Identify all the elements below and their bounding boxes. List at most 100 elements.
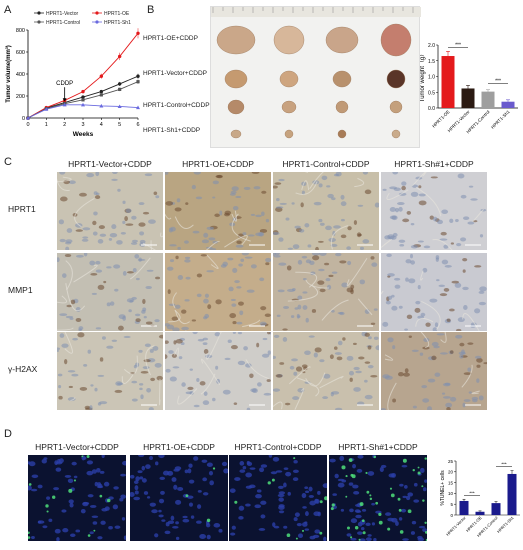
- dapi-nucleus: [113, 486, 119, 490]
- nucleus: [140, 394, 144, 400]
- dapi-nucleus: [379, 466, 384, 473]
- nucleus: [174, 304, 181, 309]
- nucleus: [353, 220, 358, 225]
- dapi-nucleus: [197, 489, 202, 493]
- dapi-nucleus: [37, 520, 45, 524]
- dapi-nucleus: [395, 520, 399, 526]
- nucleus: [171, 353, 177, 358]
- nucleus: [199, 381, 206, 386]
- dapi-nucleus: [387, 517, 394, 522]
- nucleus: [109, 232, 118, 238]
- nucleus: [386, 253, 392, 258]
- tunel-positive-cell: [421, 485, 424, 488]
- dapi-nucleus: [31, 474, 39, 479]
- dapi-nucleus: [197, 504, 202, 509]
- tumor-row-label: HPRT1-Control+CDDP: [143, 102, 210, 109]
- nucleus: [116, 240, 123, 245]
- dapi-nucleus: [407, 492, 414, 497]
- tunel-positive-cell: [389, 487, 393, 490]
- nucleus: [175, 255, 179, 260]
- nucleus: [273, 334, 280, 338]
- dapi-nucleus: [410, 531, 415, 535]
- nucleus: [87, 349, 92, 354]
- dapi-nucleus: [314, 529, 321, 534]
- dapi-nucleus: [190, 515, 195, 519]
- nucleus: [294, 225, 301, 229]
- nucleus: [322, 396, 329, 400]
- nucleus: [417, 240, 424, 243]
- dapi-nucleus: [123, 535, 126, 540]
- nucleus: [347, 260, 352, 266]
- stroma-fiber: [245, 359, 270, 380]
- nucleus: [359, 279, 366, 285]
- nucleus: [259, 321, 267, 326]
- dapi-nucleus: [317, 490, 321, 495]
- nucleus: [311, 253, 320, 256]
- nucleus: [127, 271, 134, 274]
- nucleus: [131, 380, 138, 384]
- nucleus: [178, 356, 183, 360]
- dapi-nucleus: [239, 461, 245, 466]
- nucleus: [328, 237, 336, 242]
- dapi-nucleus: [182, 518, 190, 523]
- x-tick-label: 3: [81, 122, 84, 128]
- nucleus: [324, 262, 330, 266]
- nucleus: [346, 355, 354, 361]
- dapi-nucleus: [89, 504, 97, 508]
- nucleus: [189, 368, 193, 371]
- nucleus: [472, 399, 478, 403]
- nucleus: [142, 211, 150, 215]
- ihc-row-label: γ-H2AX: [8, 364, 38, 374]
- y-tick-label: 20: [448, 470, 454, 475]
- nucleus: [131, 239, 138, 243]
- tunel-positive-cell: [365, 471, 368, 475]
- nucleus: [436, 333, 445, 336]
- y-tick-label: 600: [16, 50, 25, 56]
- tissue-texture: [381, 253, 487, 331]
- dapi-nucleus: [424, 479, 427, 483]
- nucleus: [238, 301, 244, 306]
- dapi-nucleus: [67, 478, 74, 483]
- dapi-nucleus: [285, 471, 292, 477]
- stroma-fiber: [57, 178, 70, 192]
- nucleus: [169, 259, 175, 263]
- nucleus: [402, 218, 410, 223]
- tunel-column-header: HPRT1-Vector+CDDP: [35, 442, 119, 452]
- nucleus: [467, 367, 472, 372]
- ihc-image-tile: [57, 332, 163, 410]
- nucleus: [410, 191, 419, 197]
- dapi-nucleus: [332, 493, 337, 496]
- dapi-nucleus: [272, 456, 280, 462]
- dapi-nucleus: [309, 535, 316, 540]
- dapi-nucleus: [120, 494, 126, 499]
- nucleus: [215, 175, 223, 178]
- stroma-fiber: [295, 181, 318, 195]
- nucleus: [61, 343, 69, 348]
- dapi-nucleus: [275, 470, 283, 473]
- nucleus: [398, 372, 404, 377]
- dapi-nucleus: [400, 508, 407, 513]
- nucleus: [81, 238, 89, 242]
- dapi-nucleus: [101, 455, 105, 458]
- dapi-nucleus: [87, 494, 94, 498]
- tunel-positive-cell: [301, 529, 305, 532]
- tissue-texture: [165, 332, 271, 410]
- stroma-fiber: [440, 332, 447, 343]
- data-point: [136, 74, 140, 78]
- nucleus: [273, 232, 280, 236]
- nucleus: [58, 384, 62, 389]
- nucleus: [202, 342, 208, 346]
- stroma-fiber: [142, 242, 156, 250]
- nucleus: [459, 354, 464, 359]
- nucleus: [433, 216, 438, 222]
- dapi-nucleus: [213, 523, 221, 528]
- y-tick-label: 5: [450, 502, 453, 507]
- tunel-positive-cell: [28, 531, 30, 534]
- nucleus: [449, 350, 454, 354]
- nucleus: [168, 303, 176, 306]
- dapi-nucleus: [64, 474, 72, 478]
- dapi-nucleus: [96, 467, 101, 473]
- nucleus: [408, 278, 416, 284]
- nucleus: [106, 345, 114, 349]
- nucleus: [309, 260, 315, 266]
